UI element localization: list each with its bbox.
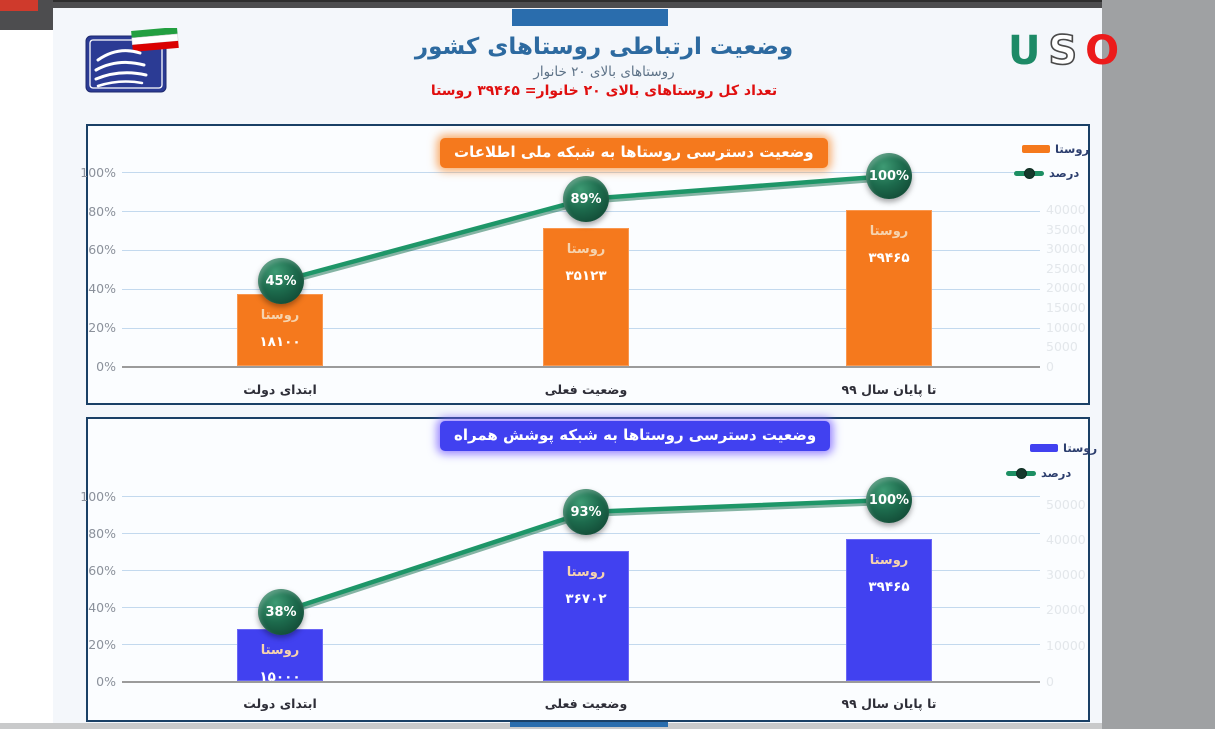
chart2-ytick-right: 10000: [1046, 638, 1086, 653]
ministry-ict-logo-icon: [85, 26, 179, 93]
point-label: 45%: [265, 273, 297, 289]
bar-label: روستا: [869, 553, 909, 568]
chart1-legend-villages[interactable]: روستا: [1022, 142, 1089, 156]
chart1-ytick-right: 10000: [1046, 320, 1086, 335]
bar-value: ۳۵۱۲۳: [565, 268, 607, 284]
chart1-bar-current[interactable]: روستا ۳۵۱۲۳: [543, 228, 629, 366]
chart1-title-badge: وضعیت دسترسی روستاها به شبکه ملی اطلاعات: [440, 138, 828, 168]
chart1-ytick: 100%: [80, 165, 116, 180]
chart2-baseline: [122, 681, 1040, 683]
top-window-strip: [0, 0, 1215, 8]
chart1-baseline: [122, 366, 1040, 368]
chart2-title-badge: وضعیت دسترسی روستاها به شبکه پوشش همراه: [440, 421, 831, 451]
legend-label: روستا: [1055, 142, 1090, 156]
bar-label: روستا: [260, 308, 300, 323]
bar-label: روستا: [566, 565, 606, 580]
chart2-ytick: 20%: [88, 637, 116, 652]
point-label: 89%: [570, 191, 602, 207]
chart2-bar-current[interactable]: روستا ۳۶۷۰۲: [543, 551, 629, 681]
point-label: 93%: [570, 504, 602, 520]
chart2-ytick-right: 50000: [1046, 497, 1086, 512]
chart1-legend-percent[interactable]: درصد: [1014, 166, 1079, 180]
chart1-xlabel-end99: تا پایان سال ۹۹: [841, 382, 937, 397]
chart1-ytick: 80%: [88, 204, 116, 219]
bar-value: ۱۵۰۰۰: [259, 669, 301, 685]
chart2-bar-start[interactable]: روستا ۱۵۰۰۰: [237, 629, 323, 685]
legend-bar-swatch: [1030, 444, 1058, 452]
chart2-xlabel-start: ابتدای دولت: [243, 696, 317, 711]
bar-label: روستا: [869, 224, 909, 239]
right-gray-region[interactable]: [1102, 0, 1215, 729]
chart2-bar-end99[interactable]: روستا ۳۹۴۶۵: [846, 539, 932, 681]
chart1-xlabel-start: ابتدای دولت: [243, 382, 317, 397]
bar-value: ۳۹۴۶۵: [868, 579, 910, 595]
chart1-point-45[interactable]: 45%: [258, 258, 304, 304]
chart2-point-38[interactable]: 38%: [258, 589, 304, 635]
chart1-ytick-right: 35000: [1046, 222, 1086, 237]
chart1-ytick-right: 40000: [1046, 202, 1086, 217]
legend-line-swatch: [1006, 467, 1036, 479]
uso-letter-s: S: [1048, 27, 1078, 75]
uso-letter-o: O: [1085, 28, 1119, 74]
bar-label: روستا: [566, 242, 606, 257]
corner-red-flag: [0, 0, 38, 11]
chart1-ytick: 20%: [88, 320, 116, 335]
chart2-ytick: 40%: [88, 600, 116, 615]
chart1-ytick-right: 0: [1046, 359, 1054, 374]
chart2-legend-villages[interactable]: روستا: [1030, 441, 1097, 455]
page-title: وضعیت ارتباطی روستاهای کشور: [414, 34, 794, 60]
bar-value: ۳۹۴۶۵: [868, 250, 910, 266]
header: وضعیت ارتباطی روستاهای کشور روستاهای بال…: [404, 34, 804, 99]
top-blue-bar: [512, 9, 668, 26]
chart1-gridline-100: [122, 172, 1040, 173]
chart2-legend-percent[interactable]: درصد: [1006, 466, 1071, 480]
chart2-ytick: 60%: [88, 563, 116, 578]
chart2-ytick-right: 0: [1046, 674, 1054, 689]
point-label: 38%: [265, 604, 297, 620]
page-subtitle: روستاهای بالای ۲۰ خانوار: [533, 64, 675, 80]
chart2-xlabel-current: وضعیت فعلی: [544, 696, 628, 711]
point-label: 100%: [868, 168, 910, 184]
chart2-ytick-right: 20000: [1046, 602, 1086, 617]
chart1-ytick-right: 5000: [1046, 339, 1078, 354]
bar-value: ۳۶۷۰۲: [565, 591, 607, 607]
chart2-ytick: 100%: [80, 489, 116, 504]
chart1-point-89[interactable]: 89%: [563, 176, 609, 222]
point-label: 100%: [868, 492, 910, 508]
chart1-ytick-right: 25000: [1046, 261, 1086, 276]
chart2-point-100[interactable]: 100%: [866, 477, 912, 523]
chart2-ytick-right: 40000: [1046, 532, 1086, 547]
legend-label: درصد: [1049, 166, 1080, 180]
bar-label: روستا: [260, 643, 300, 658]
chart2-ytick-right: 30000: [1046, 567, 1086, 582]
chart2-xlabel-end99: تا پایان سال ۹۹: [841, 696, 937, 711]
legend-label: روستا: [1063, 441, 1098, 455]
chart1-bar-start[interactable]: روستا ۱۸۱۰۰: [237, 294, 323, 366]
chart1-xlabel-current: وضعیت فعلی: [544, 382, 628, 397]
chart1-ytick-right: 15000: [1046, 300, 1086, 315]
uso-letter-u: U: [1008, 28, 1041, 74]
chart1-ytick: 40%: [88, 281, 116, 296]
chart1-bar-end99[interactable]: روستا ۳۹۴۶۵: [846, 210, 932, 366]
chart1-point-100[interactable]: 100%: [866, 153, 912, 199]
legend-line-swatch: [1014, 167, 1044, 179]
chart2-ytick: 0%: [96, 674, 116, 689]
chart1-ytick-right: 30000: [1046, 241, 1086, 256]
legend-label: درصد: [1041, 466, 1072, 480]
chart1-ytick: 0%: [96, 359, 116, 374]
total-villages-line: تعداد کل روستاهای بالای ۲۰ خانوار= ۳۹۴۶۵…: [430, 83, 778, 99]
chart2-point-93[interactable]: 93%: [563, 489, 609, 535]
ministry-ict-logo: [82, 26, 182, 96]
chart1-ytick-right: 20000: [1046, 280, 1086, 295]
uso-logo: U S O: [1008, 27, 1119, 75]
chart1-ytick: 60%: [88, 242, 116, 257]
legend-bar-swatch: [1022, 145, 1050, 153]
chart2-ytick: 80%: [88, 526, 116, 541]
bar-value: ۱۸۱۰۰: [259, 334, 301, 350]
